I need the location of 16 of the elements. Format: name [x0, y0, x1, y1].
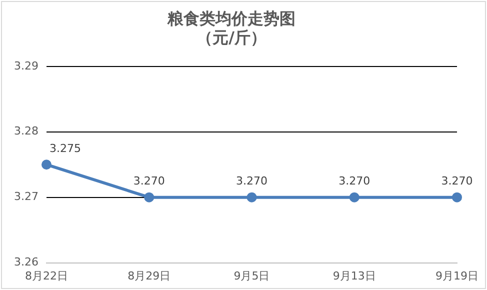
x-tick-label: 8月29日: [128, 269, 171, 282]
x-tick-label: 9月13日: [332, 269, 376, 282]
x-tick-label: 8月22日: [24, 269, 68, 282]
data-label: 3.270: [441, 174, 473, 188]
y-tick-label: 3.27: [14, 190, 38, 204]
data-label: 3.270: [338, 174, 370, 188]
x-tick-label: 9月19日: [436, 269, 478, 282]
data-label: 3.275: [49, 142, 81, 155]
y-tick-label: 3.26: [14, 256, 38, 269]
data-label: 3.270: [236, 174, 268, 188]
x-tick-label: 9月5日: [234, 269, 270, 282]
chart-subtitle: （元/斤）: [196, 28, 266, 47]
data-label: 3.270: [133, 174, 165, 188]
chart-title: 粮食类均价走势图: [166, 8, 296, 28]
y-tick-label: 3.28: [14, 124, 38, 138]
y-tick-label: 3.29: [14, 59, 38, 72]
